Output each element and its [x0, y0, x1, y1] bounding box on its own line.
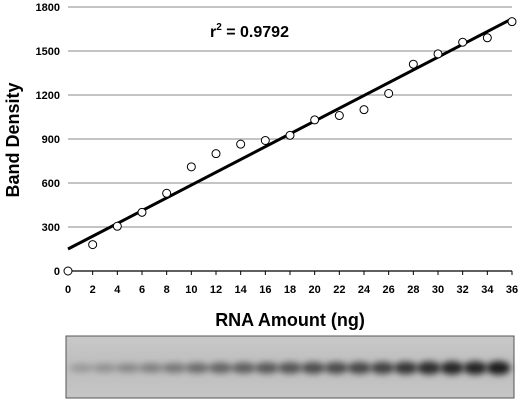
x-tick-label: 30: [432, 284, 444, 296]
data-point: [458, 37, 468, 47]
y-tick-label: 900: [42, 134, 60, 146]
data-point: [137, 207, 147, 217]
y-tick-labels: 0 300 600 900 1200 1500 1800: [36, 2, 60, 278]
x-tick-label: 20: [309, 284, 321, 296]
y-tick-label: 0: [54, 266, 60, 278]
r-squared-superscript: 2: [216, 22, 222, 33]
gel-band: [301, 362, 326, 374]
y-tick-label: 1500: [36, 46, 60, 58]
data-point: [186, 162, 196, 172]
gel-band: [139, 363, 164, 373]
gel-band: [463, 361, 488, 375]
r-squared-annotation: r2 = 0.9792: [210, 22, 289, 41]
data-point: [162, 188, 172, 198]
data-points: [63, 17, 517, 276]
gel-band: [370, 361, 395, 375]
x-tick-label: 10: [185, 284, 197, 296]
x-tick-label: 8: [164, 284, 170, 296]
y-tick-label: 600: [42, 178, 60, 190]
gel-band: [208, 362, 233, 374]
data-point: [112, 221, 122, 231]
data-point: [359, 105, 369, 115]
gel-band: [185, 362, 210, 374]
x-tick-label: 6: [139, 284, 145, 296]
x-tick-labels: 0 2 4 6 8 10 12 14 16 18 20 22 24 26 28 30 32 34 36: [65, 284, 518, 296]
data-point: [211, 149, 221, 159]
gel-band: [416, 361, 441, 375]
gel-band: [69, 363, 94, 373]
data-point: [408, 59, 418, 69]
x-tick-label: 0: [65, 284, 71, 296]
x-tick-label: 18: [284, 284, 296, 296]
gel-band: [162, 363, 187, 373]
gel-band: [347, 362, 372, 374]
gel-bands: [69, 361, 511, 375]
y-tick-label: 1200: [36, 90, 60, 102]
data-point: [260, 135, 270, 145]
data-point: [334, 111, 344, 121]
gel-band: [278, 362, 302, 374]
x-tick-label: 28: [407, 284, 419, 296]
x-tick-label: 26: [383, 284, 395, 296]
data-point: [285, 130, 295, 140]
x-tick-label: 2: [90, 284, 96, 296]
r-squared-prefix: r: [210, 24, 216, 41]
x-tick-label: 4: [114, 284, 121, 296]
data-point: [236, 139, 246, 149]
gel-image: [65, 335, 515, 399]
r-squared-value: = 0.9792: [222, 24, 289, 41]
x-tick-marks: [67, 271, 513, 275]
gel-band: [486, 361, 511, 375]
grid-lines: [68, 6, 512, 228]
gel-band: [393, 361, 418, 375]
x-tick-label: 34: [481, 284, 494, 296]
gel-band: [115, 363, 140, 373]
x-tick-label: 14: [235, 284, 248, 296]
gel-band: [92, 363, 117, 373]
x-tick-label: 22: [333, 284, 345, 296]
x-axis-title: RNA Amount (ng): [215, 310, 365, 330]
data-point: [88, 240, 98, 250]
x-tick-label: 16: [259, 284, 271, 296]
data-point: [384, 89, 394, 99]
y-tick-label: 1800: [36, 2, 60, 14]
gel-band: [231, 362, 256, 374]
data-point: [507, 17, 517, 27]
data-point: [310, 115, 320, 125]
data-point: [433, 49, 443, 59]
data-point: [482, 33, 492, 43]
y-axis-title: Band Density: [3, 82, 23, 197]
data-point: [63, 266, 73, 276]
x-tick-label: 24: [358, 284, 371, 296]
gel-band: [254, 362, 279, 374]
y-tick-label: 300: [42, 222, 60, 234]
gel-band: [324, 362, 349, 374]
x-tick-label: 36: [506, 284, 518, 296]
x-tick-label: 12: [210, 284, 222, 296]
x-tick-label: 32: [457, 284, 469, 296]
gel-band: [440, 361, 465, 375]
